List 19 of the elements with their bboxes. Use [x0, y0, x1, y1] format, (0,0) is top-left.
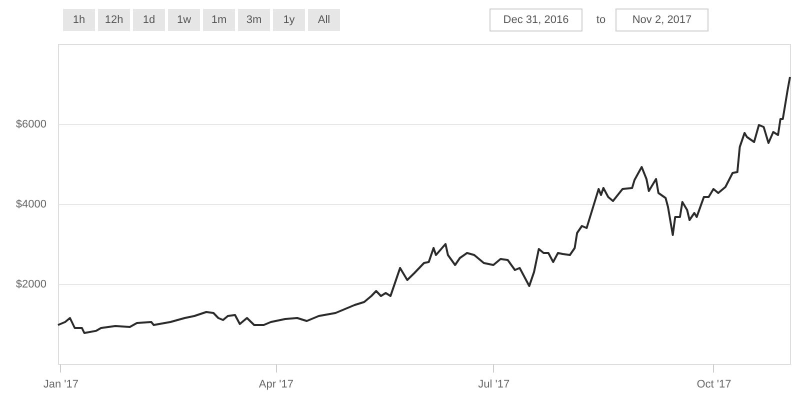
y-tick-label: $4000 [16, 198, 46, 210]
x-tick-label: Apr '17 [258, 378, 294, 390]
x-tick-label: Jul '17 [478, 378, 510, 390]
text: 3m [246, 14, 262, 26]
x-tick-label: Oct '17 [696, 378, 732, 390]
text: to [596, 14, 606, 26]
text: 1d [142, 14, 156, 26]
text: Dec 31, 2016 [503, 14, 569, 26]
y-tick-label: $6000 [16, 118, 46, 130]
text: 1y [283, 14, 296, 26]
y-tick-label: $2000 [16, 278, 46, 290]
text: 1m [211, 14, 227, 26]
text: Nov 2, 2017 [632, 14, 692, 26]
text: 1w [176, 14, 192, 26]
x-tick-label: Jan '17 [43, 378, 78, 390]
text: 1h [72, 14, 86, 26]
text: All [318, 14, 330, 26]
text: 12h [104, 14, 124, 26]
line-series [57, 76, 791, 334]
